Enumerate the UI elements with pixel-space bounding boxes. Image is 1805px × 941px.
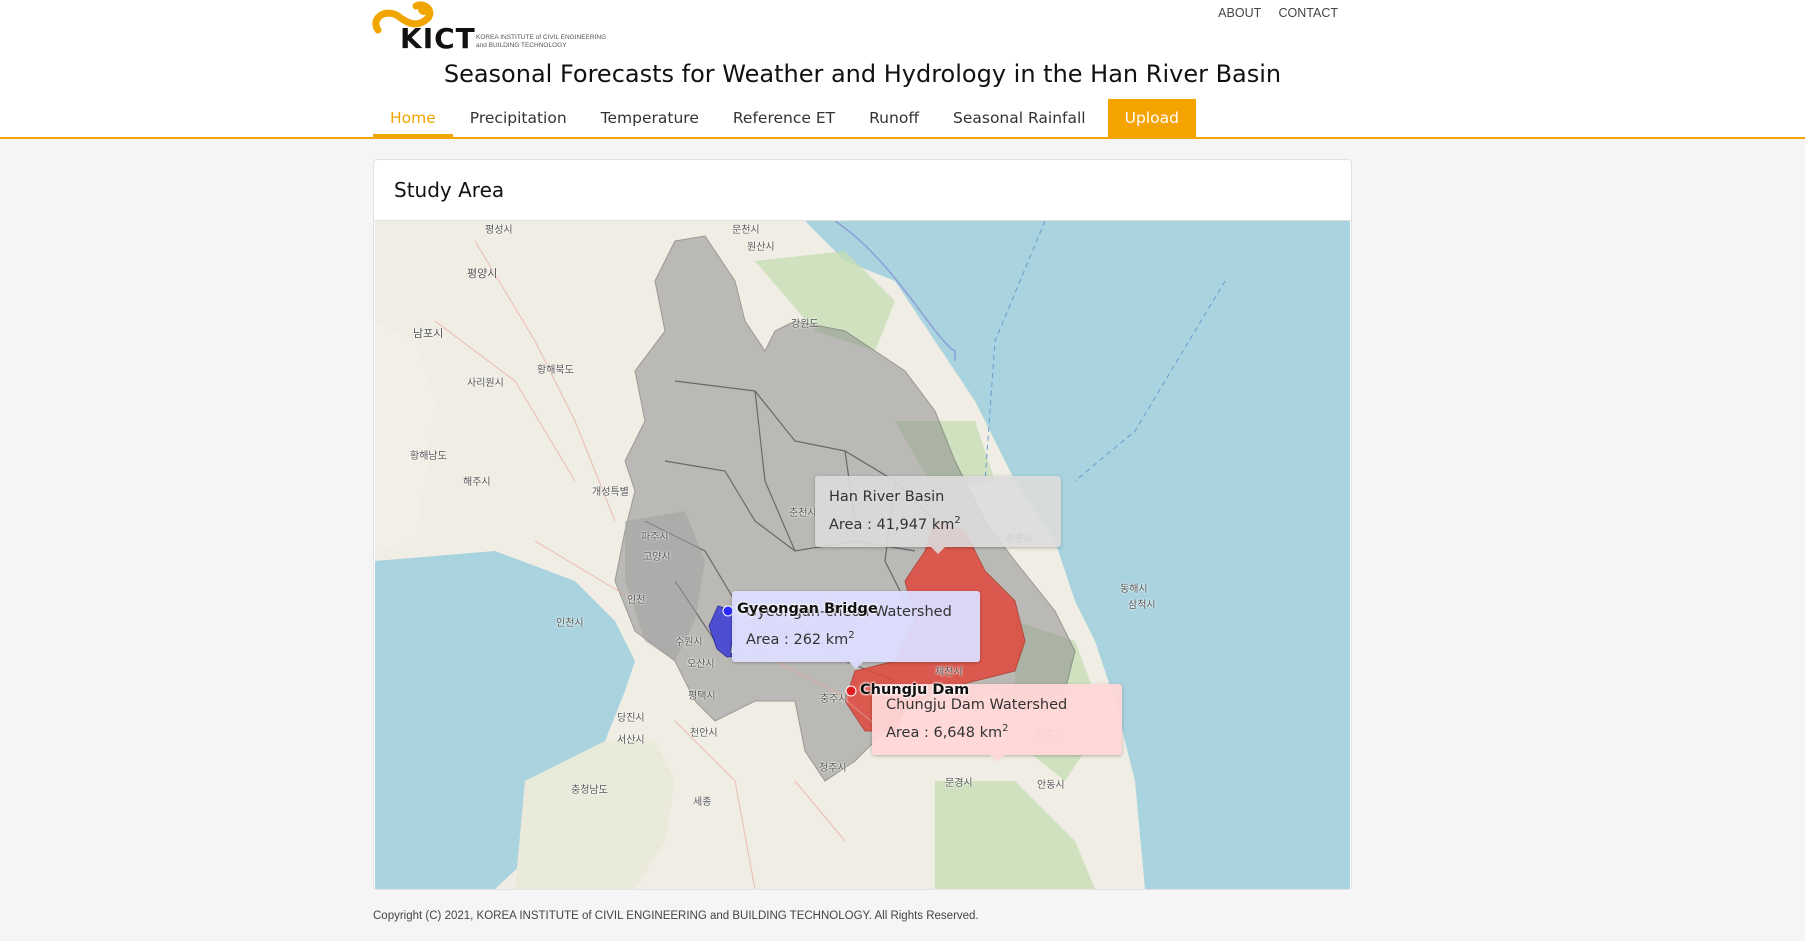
city-label: 당진시 (617, 713, 645, 724)
about-link[interactable]: ABOUT (1218, 6, 1262, 20)
logo-subtitle: KOREA INSTITUTE of CIVIL ENGINEERING and… (476, 34, 607, 49)
land-west-coast (375, 321, 435, 551)
city-label: 황해북도 (537, 365, 574, 376)
logo-text: KICT (400, 22, 476, 55)
nav-reference-et[interactable]: Reference ET (732, 109, 836, 127)
site-title: Seasonal Forecasts for Weather and Hydro… (443, 60, 1282, 88)
tooltip-area: Area : 262 km2 (746, 630, 855, 648)
nav-temperature[interactable]: Temperature (600, 109, 699, 127)
city-label: 평양시 (467, 267, 498, 280)
seoul-urban (625, 511, 705, 661)
city-label: 파주시 (641, 532, 669, 543)
city-label: 남포시 (413, 327, 444, 340)
city-label: 인천시 (556, 618, 584, 629)
gyeongan-bridge-label[interactable]: Gyeongan Bridge (737, 601, 878, 617)
city-label: 세종 (693, 797, 712, 808)
tooltip-title: Gyeongan-cheon Watershed (746, 604, 952, 620)
sea-west (375, 551, 635, 889)
city-label: 문천시 (732, 225, 760, 236)
top-links: ABOUT CONTACT (1204, 6, 1338, 20)
city-label: 평택시 (688, 691, 716, 702)
chungju-watershed-tooltip: Chungju Dam Watershed Area : 6,648 km2 (872, 684, 1122, 762)
maritime-boundary (834, 221, 956, 361)
city-label: 개성특별 (592, 487, 629, 498)
tooltip-title: Chungju Dam Watershed (886, 697, 1068, 713)
map-canvas (375, 221, 1226, 889)
roads (434, 240, 896, 889)
city-label: 충주시 (820, 694, 848, 705)
study-area-card: Study Area 평성시 (373, 159, 1352, 890)
city-label: 인천 (627, 595, 646, 606)
logo-mark-icon (372, 1, 434, 34)
city-label: 삼척시 (1128, 600, 1156, 611)
study-area-map[interactable]: 평성시 문천시 원산시 평양시 남포시 강원도 황해북도 사리원시 황해남도 해… (375, 221, 1350, 889)
city-label: 안동시 (1037, 780, 1065, 791)
nav-runoff[interactable]: Runoff (869, 109, 919, 127)
gyeongan-watershed-tooltip: Gyeongan-cheon Watershed Area : 262 km2 (732, 591, 980, 669)
main-nav: Home Precipitation Temperature Reference… (373, 99, 1196, 137)
city-label: 황해남도 (410, 451, 447, 462)
city-label: 사리원시 (467, 378, 504, 389)
city-label: 동해시 (1120, 584, 1148, 595)
tooltip-area: Area : 41,947 km2 (829, 515, 961, 533)
city-label: 고양시 (643, 552, 671, 563)
han-river-basin-tooltip: Han River Basin Area : 41,947 km2 (815, 476, 1061, 554)
nav-upload[interactable]: Upload (1107, 99, 1196, 137)
city-label: 원산시 (747, 242, 775, 253)
city-label: 제천시 (935, 667, 963, 678)
top-header: KICT KOREA INSTITUTE of CIVIL ENGINEERIN… (0, 0, 1805, 139)
contact-link[interactable]: CONTACT (1278, 6, 1339, 20)
city-label: 춘천시 (789, 508, 817, 519)
footer-copyright: Copyright (C) 2021, KOREA INSTITUTE of C… (373, 910, 979, 922)
city-label: 수원시 (675, 637, 703, 648)
tooltip-title: Han River Basin (829, 489, 945, 505)
nav-home[interactable]: Home (373, 99, 453, 137)
tooltip-area: Area : 6,648 km2 (886, 723, 1009, 741)
city-label: 충청남도 (571, 785, 608, 796)
chungju-dam-marker (845, 685, 857, 697)
city-label: 오산시 (687, 659, 715, 670)
city-label: 강원도 (791, 319, 819, 330)
city-label: 문경시 (945, 778, 973, 789)
nav-seasonal-rainfall[interactable]: Seasonal Rainfall (953, 109, 1086, 127)
kict-logo[interactable]: KICT KOREA INSTITUTE of CIVIL ENGINEERIN… (372, 0, 622, 56)
city-label: 서산시 (617, 735, 645, 746)
card-title: Study Area (374, 160, 1351, 221)
land-southwest (515, 741, 675, 889)
nav-precipitation[interactable]: Precipitation (469, 109, 567, 127)
dashed-boundary (984, 221, 1226, 482)
city-label: 평성시 (485, 225, 513, 236)
city-label: 해주시 (463, 477, 491, 488)
chungju-dam-label[interactable]: Chungju Dam (860, 682, 970, 698)
city-label: 천안시 (690, 728, 718, 739)
city-label: 청주시 (819, 763, 847, 774)
